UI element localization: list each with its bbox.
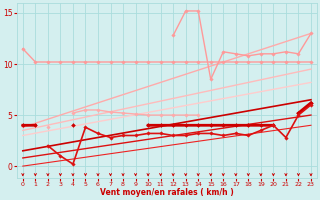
X-axis label: Vent moyen/en rafales ( km/h ): Vent moyen/en rafales ( km/h ) bbox=[100, 188, 234, 197]
